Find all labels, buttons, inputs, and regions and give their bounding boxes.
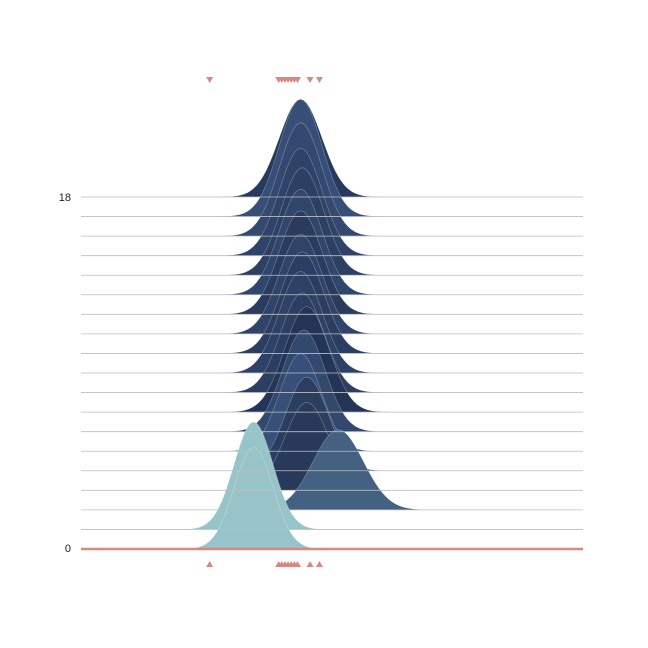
y-tick-label-0: 0 [65,543,71,555]
ridge-density-2 [80,429,584,511]
rug-mark-bottom-7 [293,561,301,567]
rug-mark-bottom-8 [306,561,314,567]
rug-mark-bottom-9 [315,561,323,567]
ridges-group [80,98,584,550]
rug-mark-bottom-0 [206,561,214,567]
rug-mark-top-9 [315,77,323,83]
rug-mark-top-0 [206,77,214,83]
rug-mark-top-8 [306,77,314,83]
rug-mark-top-7 [293,77,301,83]
rug-marks-group [206,77,323,567]
y-tick-label-18: 18 [59,192,71,204]
baselines-group [81,196,583,551]
